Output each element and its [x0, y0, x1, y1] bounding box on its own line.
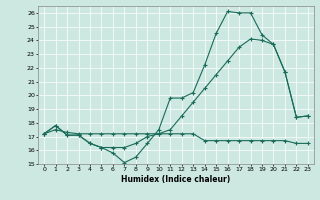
X-axis label: Humidex (Indice chaleur): Humidex (Indice chaleur) [121, 175, 231, 184]
